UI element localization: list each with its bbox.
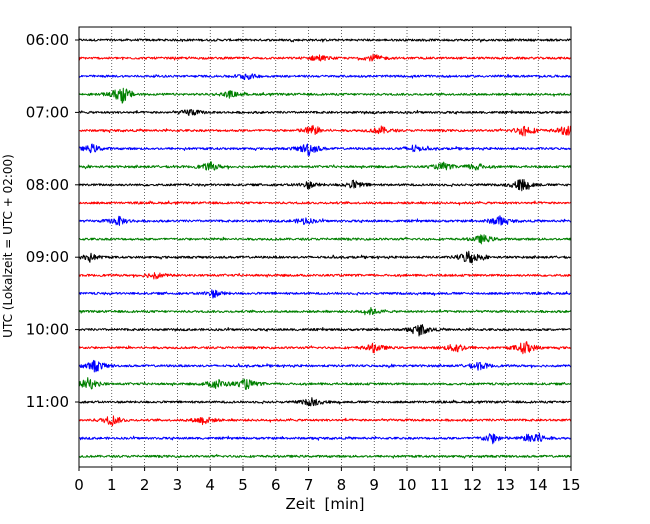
x-tick-label-12: 12 — [463, 476, 482, 494]
trace-0745 — [78, 161, 572, 171]
x-tick-label-6: 6 — [271, 476, 281, 494]
trace-0845 — [78, 234, 572, 245]
trace-1130 — [78, 432, 572, 445]
x-tick-label-2: 2 — [140, 476, 150, 494]
x-tick-label-10: 10 — [397, 476, 416, 494]
x-tick-label-14: 14 — [529, 476, 548, 494]
x-tick-label-3: 3 — [173, 476, 183, 494]
x-tick-label-15: 15 — [561, 476, 580, 494]
trace-1015 — [78, 341, 572, 355]
trace-0700 — [78, 109, 572, 116]
y-tick-label-0: 06:00 — [26, 31, 69, 49]
y-tick-label-2: 08:00 — [26, 176, 69, 194]
grid — [111, 27, 539, 467]
trace-0900 — [78, 250, 572, 264]
x-tick-label-1: 1 — [107, 476, 117, 494]
trace-0915 — [78, 272, 572, 280]
trace-0930 — [78, 289, 572, 299]
x-tick-label-8: 8 — [337, 476, 347, 494]
trace-0600 — [78, 38, 572, 43]
x-tick-label-4: 4 — [205, 476, 215, 494]
trace-1115 — [78, 415, 572, 427]
x-tick-label-13: 13 — [496, 476, 515, 494]
trace-1000 — [78, 324, 572, 337]
x-axis: 0 1 2 3 4 5 6 7 8 9 10 11 12 13 14 15 — [74, 467, 581, 494]
x-tick-label-5: 5 — [238, 476, 248, 494]
x-tick-label-9: 9 — [369, 476, 379, 494]
plot-frame — [78, 26, 572, 468]
x-tick-label-0: 0 — [74, 476, 84, 494]
trace-0630 — [78, 73, 572, 81]
y-axis: 06:00 07:00 08:00 09:00 10:00 11:00 — [26, 31, 79, 411]
trace-0715 — [78, 124, 572, 137]
trace-1030 — [78, 359, 572, 373]
trace-0800 — [78, 179, 572, 192]
trace-1100 — [78, 397, 572, 407]
trace-0645 — [78, 87, 572, 104]
y-tick-label-5: 11:00 — [26, 393, 69, 411]
y-tick-label-3: 09:00 — [26, 248, 69, 266]
y-tick-label-1: 07:00 — [26, 103, 69, 121]
trace-0945 — [78, 306, 572, 316]
trace-0730 — [78, 143, 572, 157]
trace-0815 — [78, 200, 572, 206]
y-axis-title: UTC (Lokalzeit = UTC + 02:00) — [1, 154, 15, 338]
trace-1145 — [78, 453, 572, 459]
trace-0830 — [78, 215, 572, 226]
x-tick-label-7: 7 — [304, 476, 314, 494]
x-axis-title: Zeit [min] — [285, 495, 364, 513]
traces — [78, 38, 572, 459]
trace-0615 — [78, 53, 572, 62]
trace-1045 — [78, 377, 572, 391]
x-tick-label-11: 11 — [430, 476, 449, 494]
y-tick-label-4: 10:00 — [26, 321, 69, 339]
